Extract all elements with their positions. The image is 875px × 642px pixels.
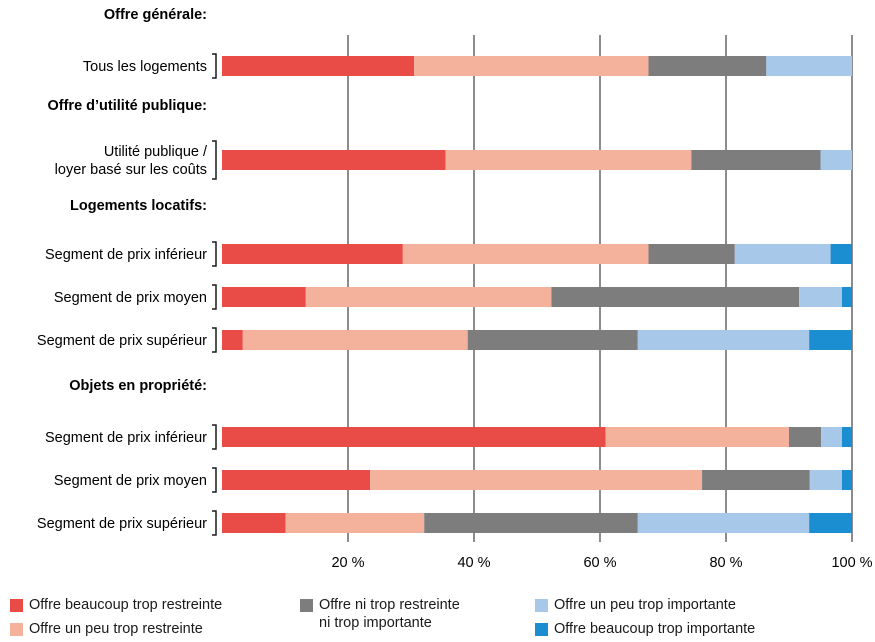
legend-swatch (10, 623, 23, 636)
bar-segment-offre-un-peu-trop-importante (734, 244, 831, 264)
bar-segment-offre-un-peu-trop-restreinte (414, 56, 649, 76)
bar-segment-offre-un-peu-trop-restreinte (445, 150, 692, 170)
bar-segment-offre-un-peu-trop-restreinte (285, 513, 425, 533)
group-title-logements-locatifs: Logements locatifs: (70, 198, 207, 214)
row-label: Segment de prix supérieur (37, 516, 207, 532)
x-tick-label: 20 % (331, 555, 364, 571)
bar-segment-offre-ni-trop-restreinte-ni-trop-importante (467, 330, 638, 350)
x-tick-label: 40 % (457, 555, 490, 571)
x-tick-label: 60 % (583, 555, 616, 571)
row-label: loyer basé sur les coûts (55, 162, 207, 178)
x-tick-label: 80 % (709, 555, 742, 571)
row-label: Tous les logements (83, 59, 207, 75)
bar-segment-offre-ni-trop-restreinte-ni-trop-importante (648, 244, 735, 264)
legend-label: Offre beaucoup trop importante (554, 621, 756, 637)
group-title-offre-generale: Offre générale: (104, 7, 207, 23)
legend-swatch (300, 599, 313, 612)
legend-item-offre-un-peu-trop-restreinte: Offre un peu trop restreinte (10, 620, 203, 638)
legend: Offre beaucoup trop restreinte Offre un … (0, 596, 875, 642)
bar-segment-offre-beaucoup-trop-restreinte (222, 244, 403, 264)
row-bracket (212, 424, 217, 450)
row-label: Segment de prix supérieur (37, 333, 207, 349)
bar-segment-offre-un-peu-trop-importante (766, 56, 852, 76)
bar-segment-offre-ni-trop-restreinte-ni-trop-importante (691, 150, 821, 170)
bar-segment-offre-beaucoup-trop-restreinte (222, 287, 306, 307)
legend-item-offre-beaucoup-trop-importante: Offre beaucoup trop importante (535, 620, 755, 638)
legend-item-offre-beaucoup-trop-restreinte: Offre beaucoup trop restreinte (10, 596, 222, 614)
row-label: Segment de prix inférieur (45, 247, 207, 263)
row-bracket (212, 241, 217, 267)
legend-swatch (535, 623, 548, 636)
bar-segment-offre-un-peu-trop-importante (799, 287, 842, 307)
bar-segment-offre-beaucoup-trop-importante (809, 330, 852, 350)
legend-label: Offre un peu trop importante (554, 597, 736, 613)
bar-segment-offre-ni-trop-restreinte-ni-trop-importante (648, 56, 767, 76)
bar-segment-offre-un-peu-trop-importante (809, 470, 842, 490)
bar-segment-offre-beaucoup-trop-restreinte (222, 427, 606, 447)
bar-segment-offre-ni-trop-restreinte-ni-trop-importante (551, 287, 800, 307)
legend-label: Offre ni trop restreinte ni trop importa… (319, 597, 460, 631)
bar-segment-offre-ni-trop-restreinte-ni-trop-importante (789, 427, 822, 447)
bar-segment-offre-un-peu-trop-importante (820, 150, 852, 170)
row-label: Segment de prix moyen (54, 473, 207, 489)
bar-segment-offre-un-peu-trop-importante (637, 513, 810, 533)
bar-segment-offre-beaucoup-trop-restreinte (222, 330, 243, 350)
bar-segment-offre-un-peu-trop-importante (637, 330, 810, 350)
bar-segment-offre-ni-trop-restreinte-ni-trop-importante (702, 470, 810, 490)
row-label: Segment de prix inférieur (45, 430, 207, 446)
group-title-offre-d-utilite-publique: Offre d’utilité publique: (48, 98, 208, 114)
bar-segment-offre-beaucoup-trop-restreinte (222, 470, 371, 490)
bar-segment-offre-beaucoup-trop-importante (809, 513, 852, 533)
row-bracket (212, 467, 217, 493)
x-tick-label: 100 % (831, 555, 872, 571)
bar-segment-offre-un-peu-trop-importante (821, 427, 842, 447)
stacked-bar-chart: Offre générale: Tous les logements Offre d… (37, 7, 873, 571)
legend-swatch (535, 599, 548, 612)
group-title-objets-en-propriete: Objets en propriété: (69, 378, 207, 394)
row-label: Segment de prix moyen (54, 290, 207, 306)
row-bracket (212, 327, 217, 353)
bar-segment-offre-beaucoup-trop-importante (830, 244, 852, 264)
legend-item-offre-un-peu-trop-importante: Offre un peu trop importante (535, 596, 736, 614)
legend-label: Offre un peu trop restreinte (29, 621, 203, 637)
legend-label: Offre beaucoup trop restreinte (29, 597, 223, 613)
bar-segment-offre-beaucoup-trop-importante (841, 427, 852, 447)
row-bracket (212, 140, 217, 180)
bar-segment-offre-ni-trop-restreinte-ni-trop-importante (424, 513, 638, 533)
bar-segment-offre-un-peu-trop-restreinte (242, 330, 468, 350)
bar-segment-offre-beaucoup-trop-restreinte (222, 150, 446, 170)
bar-segment-offre-beaucoup-trop-restreinte (222, 513, 286, 533)
legend-item-offre-ni-trop-restreinte: Offre ni trop restreinte ni trop importa… (300, 596, 460, 632)
row-bracket (212, 510, 217, 536)
row-label: Utilité publique / (104, 144, 208, 160)
bar-segment-offre-beaucoup-trop-importante (841, 470, 852, 490)
row-bracket (212, 53, 217, 79)
bar-segment-offre-un-peu-trop-restreinte (370, 470, 703, 490)
bar-segment-offre-un-peu-trop-restreinte (402, 244, 649, 264)
bar-segment-offre-beaucoup-trop-restreinte (222, 56, 415, 76)
bar-segment-offre-beaucoup-trop-importante (841, 287, 852, 307)
row-bracket (212, 284, 217, 310)
legend-swatch (10, 599, 23, 612)
bar-segment-offre-un-peu-trop-restreinte (605, 427, 789, 447)
bar-segment-offre-un-peu-trop-restreinte (305, 287, 552, 307)
